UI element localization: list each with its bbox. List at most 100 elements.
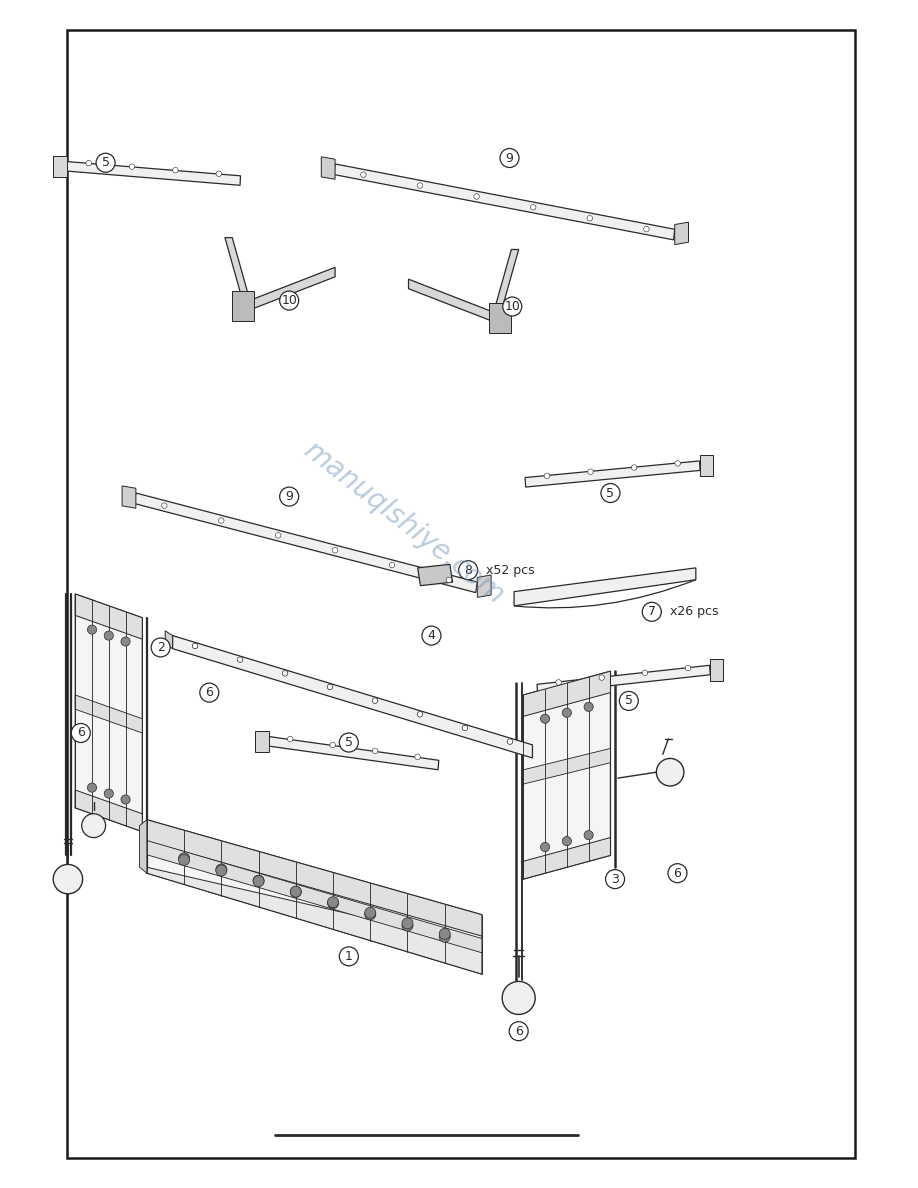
Circle shape bbox=[643, 670, 648, 676]
Circle shape bbox=[632, 465, 637, 470]
Polygon shape bbox=[147, 820, 482, 936]
Polygon shape bbox=[675, 222, 688, 245]
Polygon shape bbox=[53, 156, 67, 177]
Circle shape bbox=[179, 853, 190, 864]
Circle shape bbox=[373, 697, 378, 703]
Polygon shape bbox=[75, 594, 142, 832]
Polygon shape bbox=[225, 238, 251, 303]
Circle shape bbox=[417, 183, 423, 189]
Polygon shape bbox=[710, 659, 723, 681]
Circle shape bbox=[503, 297, 521, 316]
Circle shape bbox=[402, 918, 413, 929]
Polygon shape bbox=[75, 790, 142, 832]
Circle shape bbox=[96, 153, 115, 172]
Polygon shape bbox=[700, 455, 713, 476]
Text: 6: 6 bbox=[206, 687, 213, 699]
Polygon shape bbox=[147, 867, 482, 974]
Circle shape bbox=[216, 864, 227, 876]
Polygon shape bbox=[268, 737, 439, 770]
Circle shape bbox=[72, 723, 90, 742]
Circle shape bbox=[280, 487, 298, 506]
Circle shape bbox=[121, 637, 130, 646]
Polygon shape bbox=[489, 303, 511, 333]
Text: 5: 5 bbox=[345, 737, 353, 748]
Circle shape bbox=[417, 712, 422, 718]
Circle shape bbox=[290, 886, 301, 897]
Circle shape bbox=[459, 561, 477, 580]
Circle shape bbox=[364, 909, 375, 920]
Circle shape bbox=[87, 783, 96, 792]
Polygon shape bbox=[523, 748, 610, 784]
Circle shape bbox=[290, 886, 301, 897]
Polygon shape bbox=[418, 564, 453, 586]
Polygon shape bbox=[147, 840, 482, 953]
Polygon shape bbox=[243, 267, 335, 312]
Circle shape bbox=[389, 562, 395, 568]
Polygon shape bbox=[75, 594, 142, 639]
Circle shape bbox=[173, 168, 178, 173]
Polygon shape bbox=[537, 665, 711, 694]
Circle shape bbox=[253, 876, 264, 886]
Circle shape bbox=[86, 160, 92, 166]
Polygon shape bbox=[134, 493, 477, 593]
Polygon shape bbox=[321, 157, 335, 179]
Circle shape bbox=[507, 739, 512, 745]
Circle shape bbox=[253, 876, 264, 886]
Circle shape bbox=[415, 754, 420, 759]
Circle shape bbox=[588, 469, 593, 474]
Circle shape bbox=[216, 865, 227, 876]
Circle shape bbox=[656, 758, 684, 786]
Text: 9: 9 bbox=[506, 152, 513, 164]
Polygon shape bbox=[140, 820, 147, 873]
Circle shape bbox=[601, 484, 620, 503]
Circle shape bbox=[330, 742, 335, 747]
Text: 5: 5 bbox=[625, 695, 633, 707]
Text: 9: 9 bbox=[285, 491, 293, 503]
Circle shape bbox=[556, 680, 562, 685]
Circle shape bbox=[541, 714, 550, 723]
Polygon shape bbox=[334, 164, 675, 240]
Circle shape bbox=[105, 631, 114, 640]
Circle shape bbox=[644, 227, 649, 232]
Circle shape bbox=[200, 683, 218, 702]
Circle shape bbox=[238, 657, 242, 663]
Circle shape bbox=[129, 164, 135, 170]
Bar bbox=[67, 30, 855, 1158]
Polygon shape bbox=[523, 671, 610, 716]
Circle shape bbox=[332, 548, 338, 552]
Polygon shape bbox=[255, 731, 269, 752]
Circle shape bbox=[668, 864, 687, 883]
Text: 5: 5 bbox=[102, 157, 109, 169]
Polygon shape bbox=[477, 575, 491, 598]
Circle shape bbox=[287, 737, 293, 741]
Circle shape bbox=[361, 172, 366, 177]
Circle shape bbox=[588, 215, 593, 221]
Circle shape bbox=[218, 518, 224, 523]
Circle shape bbox=[340, 947, 358, 966]
Polygon shape bbox=[514, 568, 696, 606]
Circle shape bbox=[328, 898, 339, 909]
Circle shape bbox=[500, 148, 519, 168]
Text: 4: 4 bbox=[428, 630, 435, 642]
Circle shape bbox=[328, 684, 333, 690]
Circle shape bbox=[439, 928, 450, 940]
Circle shape bbox=[509, 1022, 528, 1041]
Circle shape bbox=[105, 789, 114, 798]
Text: 5: 5 bbox=[607, 487, 614, 499]
Text: 10: 10 bbox=[281, 295, 297, 307]
Circle shape bbox=[179, 854, 190, 866]
Circle shape bbox=[531, 204, 536, 210]
Circle shape bbox=[584, 830, 593, 840]
Text: 6: 6 bbox=[77, 727, 84, 739]
Circle shape bbox=[328, 897, 339, 908]
Circle shape bbox=[216, 171, 221, 177]
Text: 10: 10 bbox=[504, 301, 521, 312]
Circle shape bbox=[87, 625, 96, 634]
Circle shape bbox=[283, 670, 288, 676]
Circle shape bbox=[402, 920, 413, 931]
Text: x52 pcs: x52 pcs bbox=[487, 564, 535, 576]
Polygon shape bbox=[525, 461, 700, 487]
Circle shape bbox=[462, 725, 467, 731]
Circle shape bbox=[162, 503, 167, 508]
Circle shape bbox=[151, 638, 170, 657]
